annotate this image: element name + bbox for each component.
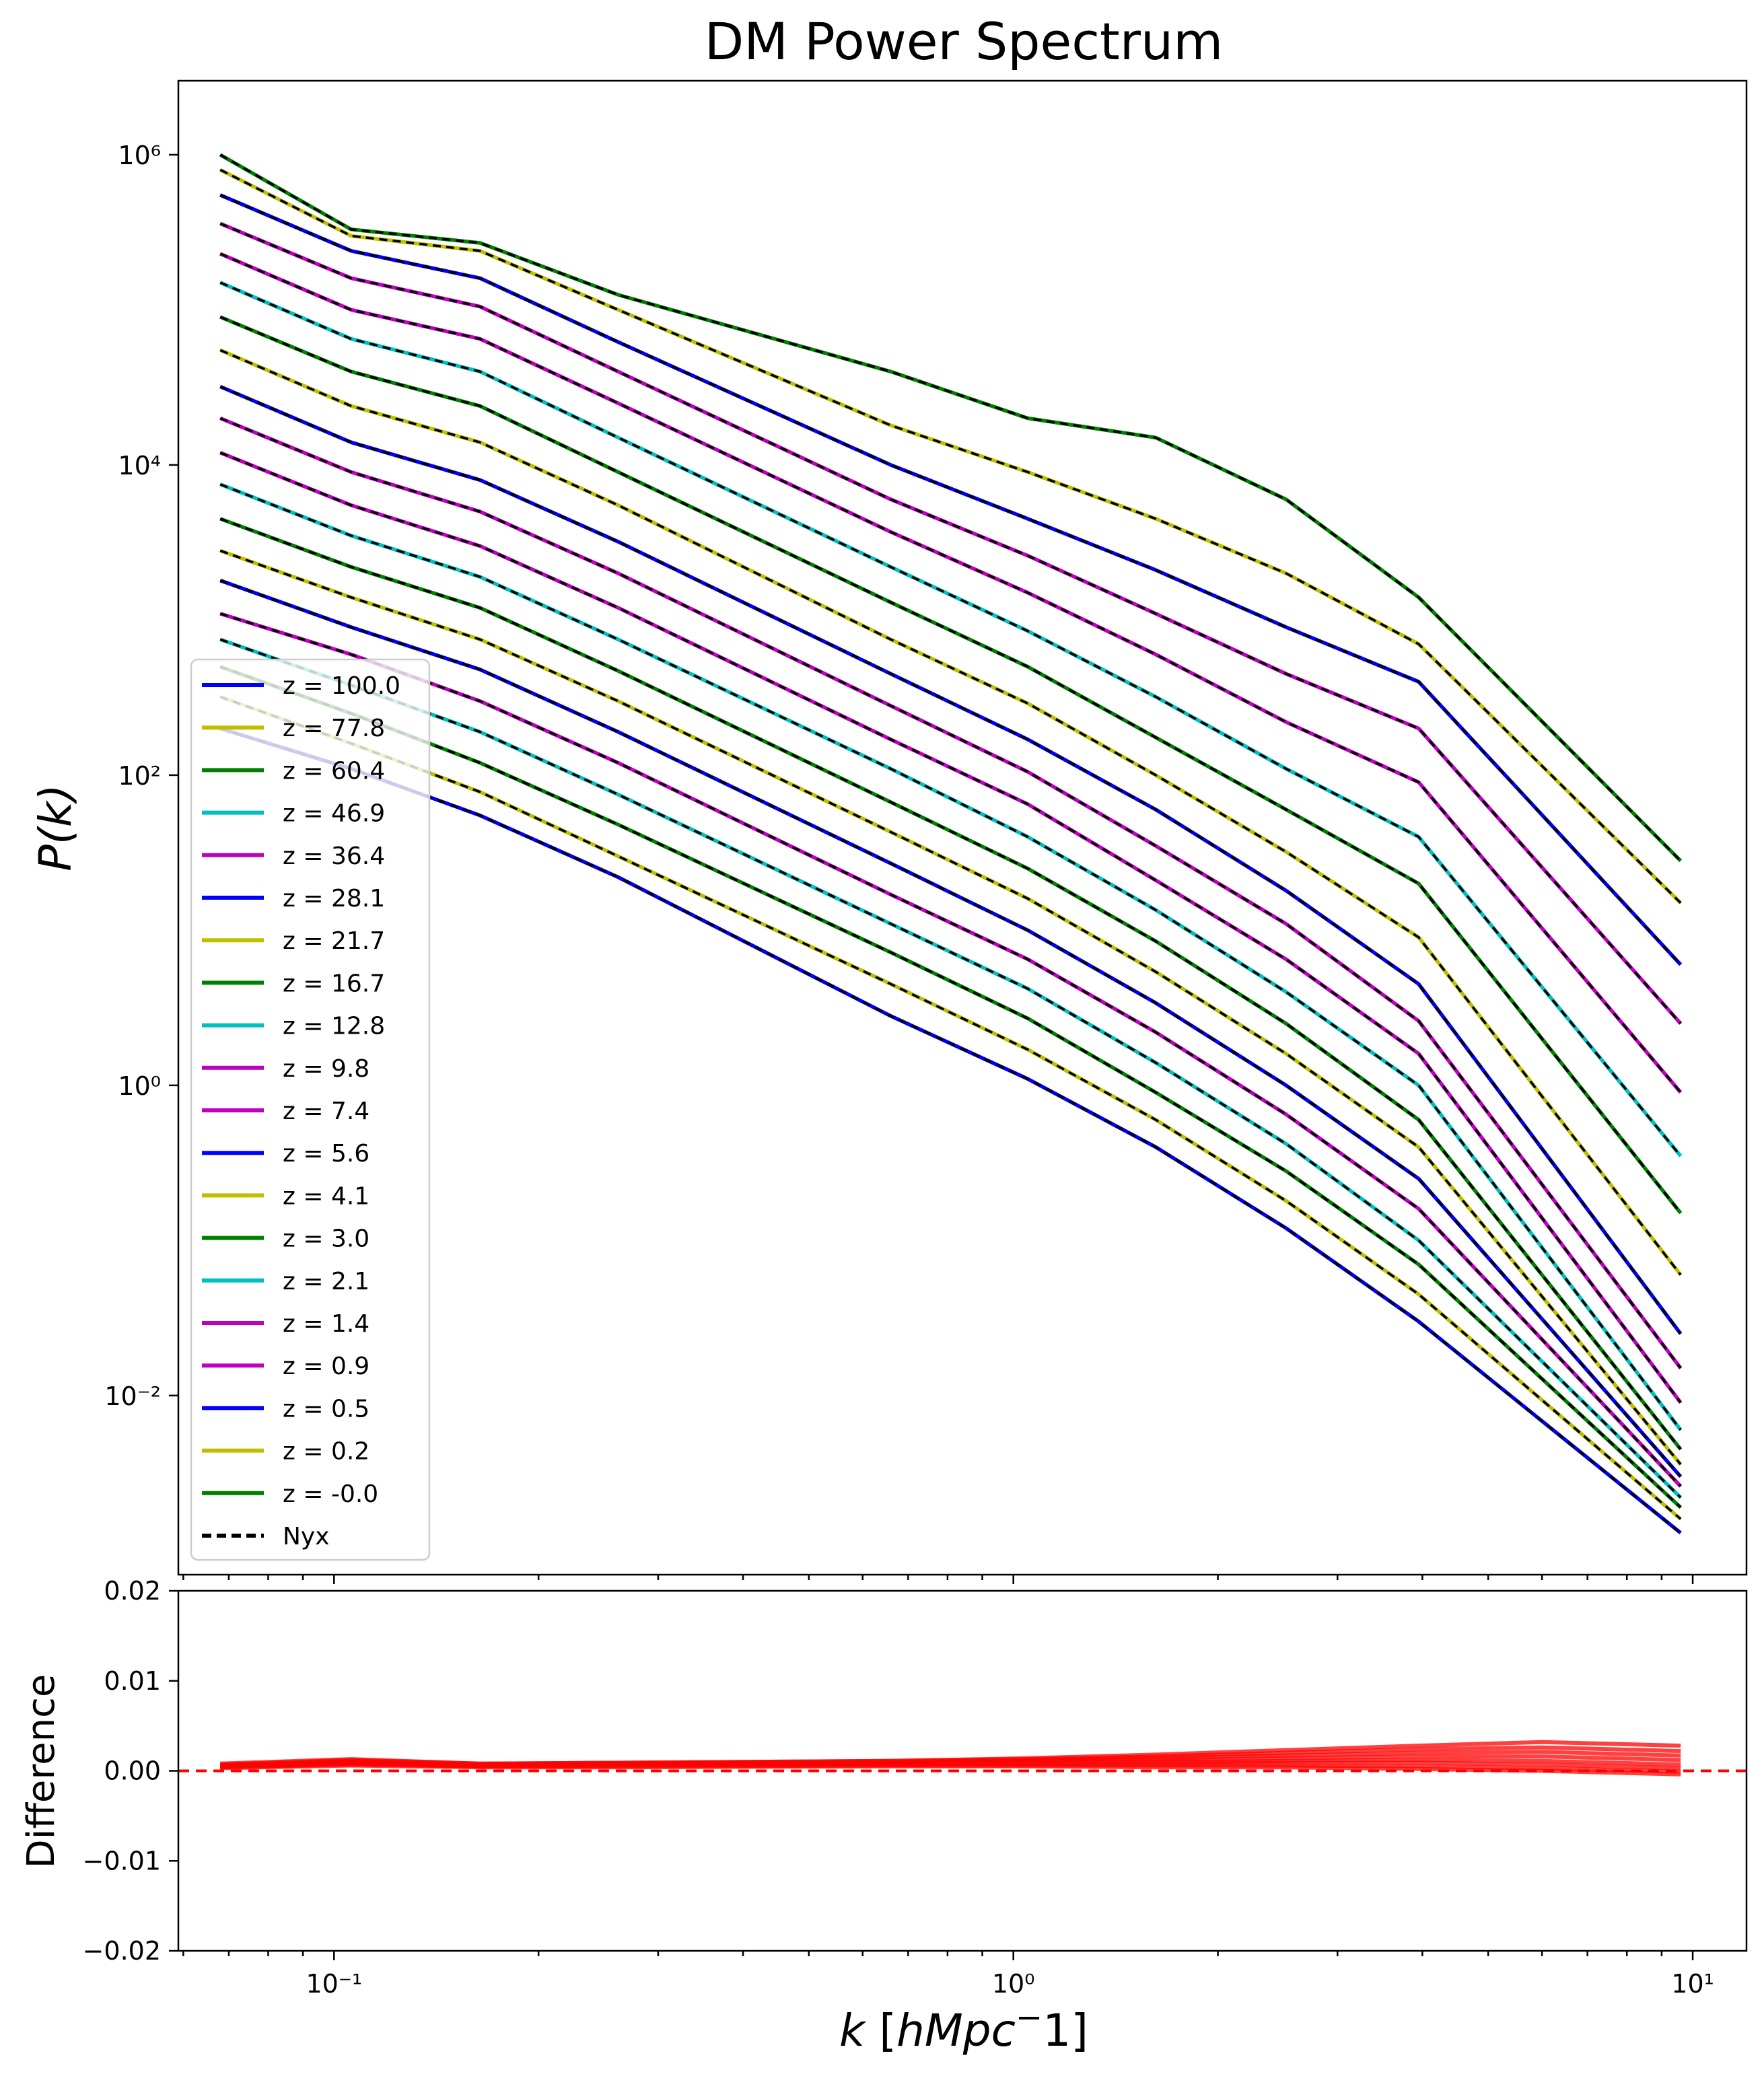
x-tick-label: 10⁰ — [992, 1969, 1035, 1999]
difference-y-axis: −0.02 −0.01 0.00 0.01 0.02 — [83, 1576, 178, 1966]
legend-label-1: z = 77.8 — [283, 715, 385, 742]
y-tick-label: 10² — [118, 761, 161, 791]
x-axis-label-units: hMpc — [896, 2005, 1016, 2057]
difference-series-layer — [178, 1740, 1747, 1777]
difference-x-axis: 10⁻¹ 10⁰ 10¹ — [182, 1951, 1714, 1999]
legend-label-10: z = 7.4 — [283, 1098, 369, 1125]
nyx-line-11 — [219, 385, 1682, 1335]
legend-label-9: z = 9.8 — [283, 1055, 369, 1083]
nyx-line-8 — [219, 483, 1682, 1431]
legend-label-0: z = 100.0 — [283, 672, 400, 700]
main-plot: 10⁻² 10⁰ 10² 10⁴ 10⁶ P(k) — [30, 79, 1748, 1584]
diff-y-tick-label: 0.02 — [104, 1576, 161, 1606]
legend-label-15: z = 1.4 — [283, 1310, 369, 1338]
x-axis-label-k: k — [839, 2005, 867, 2057]
legend-label-8: z = 12.8 — [283, 1013, 385, 1040]
y-tick-label: 10⁶ — [118, 141, 161, 170]
diff-y-tick-label: −0.01 — [83, 1846, 161, 1875]
legend-label-17: z = 0.5 — [283, 1395, 369, 1423]
diff-y-tick-label: 0.01 — [104, 1666, 161, 1696]
nyx-line-13 — [219, 316, 1682, 1214]
nyx-line-9 — [219, 452, 1682, 1404]
legend-label-19: z = -0.0 — [283, 1480, 378, 1508]
legend-label-6: z = 21.7 — [283, 927, 385, 955]
chart-title: DM Power Spectrum — [705, 11, 1223, 71]
nyx-line-12 — [219, 349, 1682, 1276]
main-plot-frame — [177, 79, 1748, 1576]
nyx-line-18 — [219, 168, 1682, 904]
difference-plot: −0.02 −0.01 0.00 0.01 0.02 10⁻¹ 10⁰ 10¹ Differ… — [20, 1576, 1748, 2057]
y-tick-label: 10⁰ — [118, 1071, 161, 1101]
main-y-axis-label: P(k) — [30, 784, 81, 871]
nyx-line-7 — [219, 517, 1682, 1450]
legend-label-11: z = 5.6 — [283, 1140, 369, 1168]
legend-label-3: z = 46.9 — [283, 800, 385, 828]
x-axis-label: k [hMpc−1] — [839, 1999, 1088, 2057]
legend-label-20: Nyx — [283, 1523, 330, 1550]
nyx-line-6 — [219, 549, 1682, 1466]
nyx-line-10 — [219, 417, 1682, 1369]
legend-label-2: z = 60.4 — [283, 757, 385, 785]
nyx-line-14 — [219, 281, 1682, 1157]
legend-label-4: z = 36.4 — [283, 843, 385, 870]
legend: z = 100.0 z = 77.8 z = 60.4 z = 46.9 z = 36.… — [190, 658, 431, 1561]
difference-y-axis-label: Difference — [20, 1674, 63, 1869]
diff-y-tick-label: 0.00 — [104, 1756, 161, 1786]
legend-label-5: z = 28.1 — [283, 885, 385, 913]
legend-label-14: z = 2.1 — [283, 1268, 369, 1295]
nyx-line-17 — [219, 194, 1682, 966]
difference-line-7 — [220, 1763, 1681, 1777]
nyx-line-15 — [219, 252, 1682, 1094]
nyx-line-5 — [219, 579, 1682, 1478]
legend-label-13: z = 3.0 — [283, 1225, 369, 1253]
main-series-layer — [219, 153, 1683, 1535]
y-tick-label: 10⁴ — [118, 451, 161, 480]
legend-label-16: z = 0.9 — [283, 1353, 369, 1380]
y-tick-label: 10⁻² — [104, 1382, 161, 1411]
nyx-line-16 — [219, 222, 1682, 1025]
main-x-axis-ticks — [182, 1575, 1694, 1584]
x-tick-label: 10¹ — [1671, 1969, 1714, 1999]
nyx-line-19 — [219, 153, 1682, 862]
main-y-axis: 10⁻² 10⁰ 10² 10⁴ 10⁶ — [104, 141, 178, 1411]
legend-box — [190, 658, 431, 1561]
legend-label-12: z = 4.1 — [283, 1182, 369, 1210]
legend-label-7: z = 16.7 — [283, 970, 385, 997]
legend-label-18: z = 0.2 — [283, 1438, 369, 1466]
diff-y-tick-label: −0.02 — [83, 1936, 161, 1966]
x-tick-label: 10⁻¹ — [306, 1969, 362, 1999]
